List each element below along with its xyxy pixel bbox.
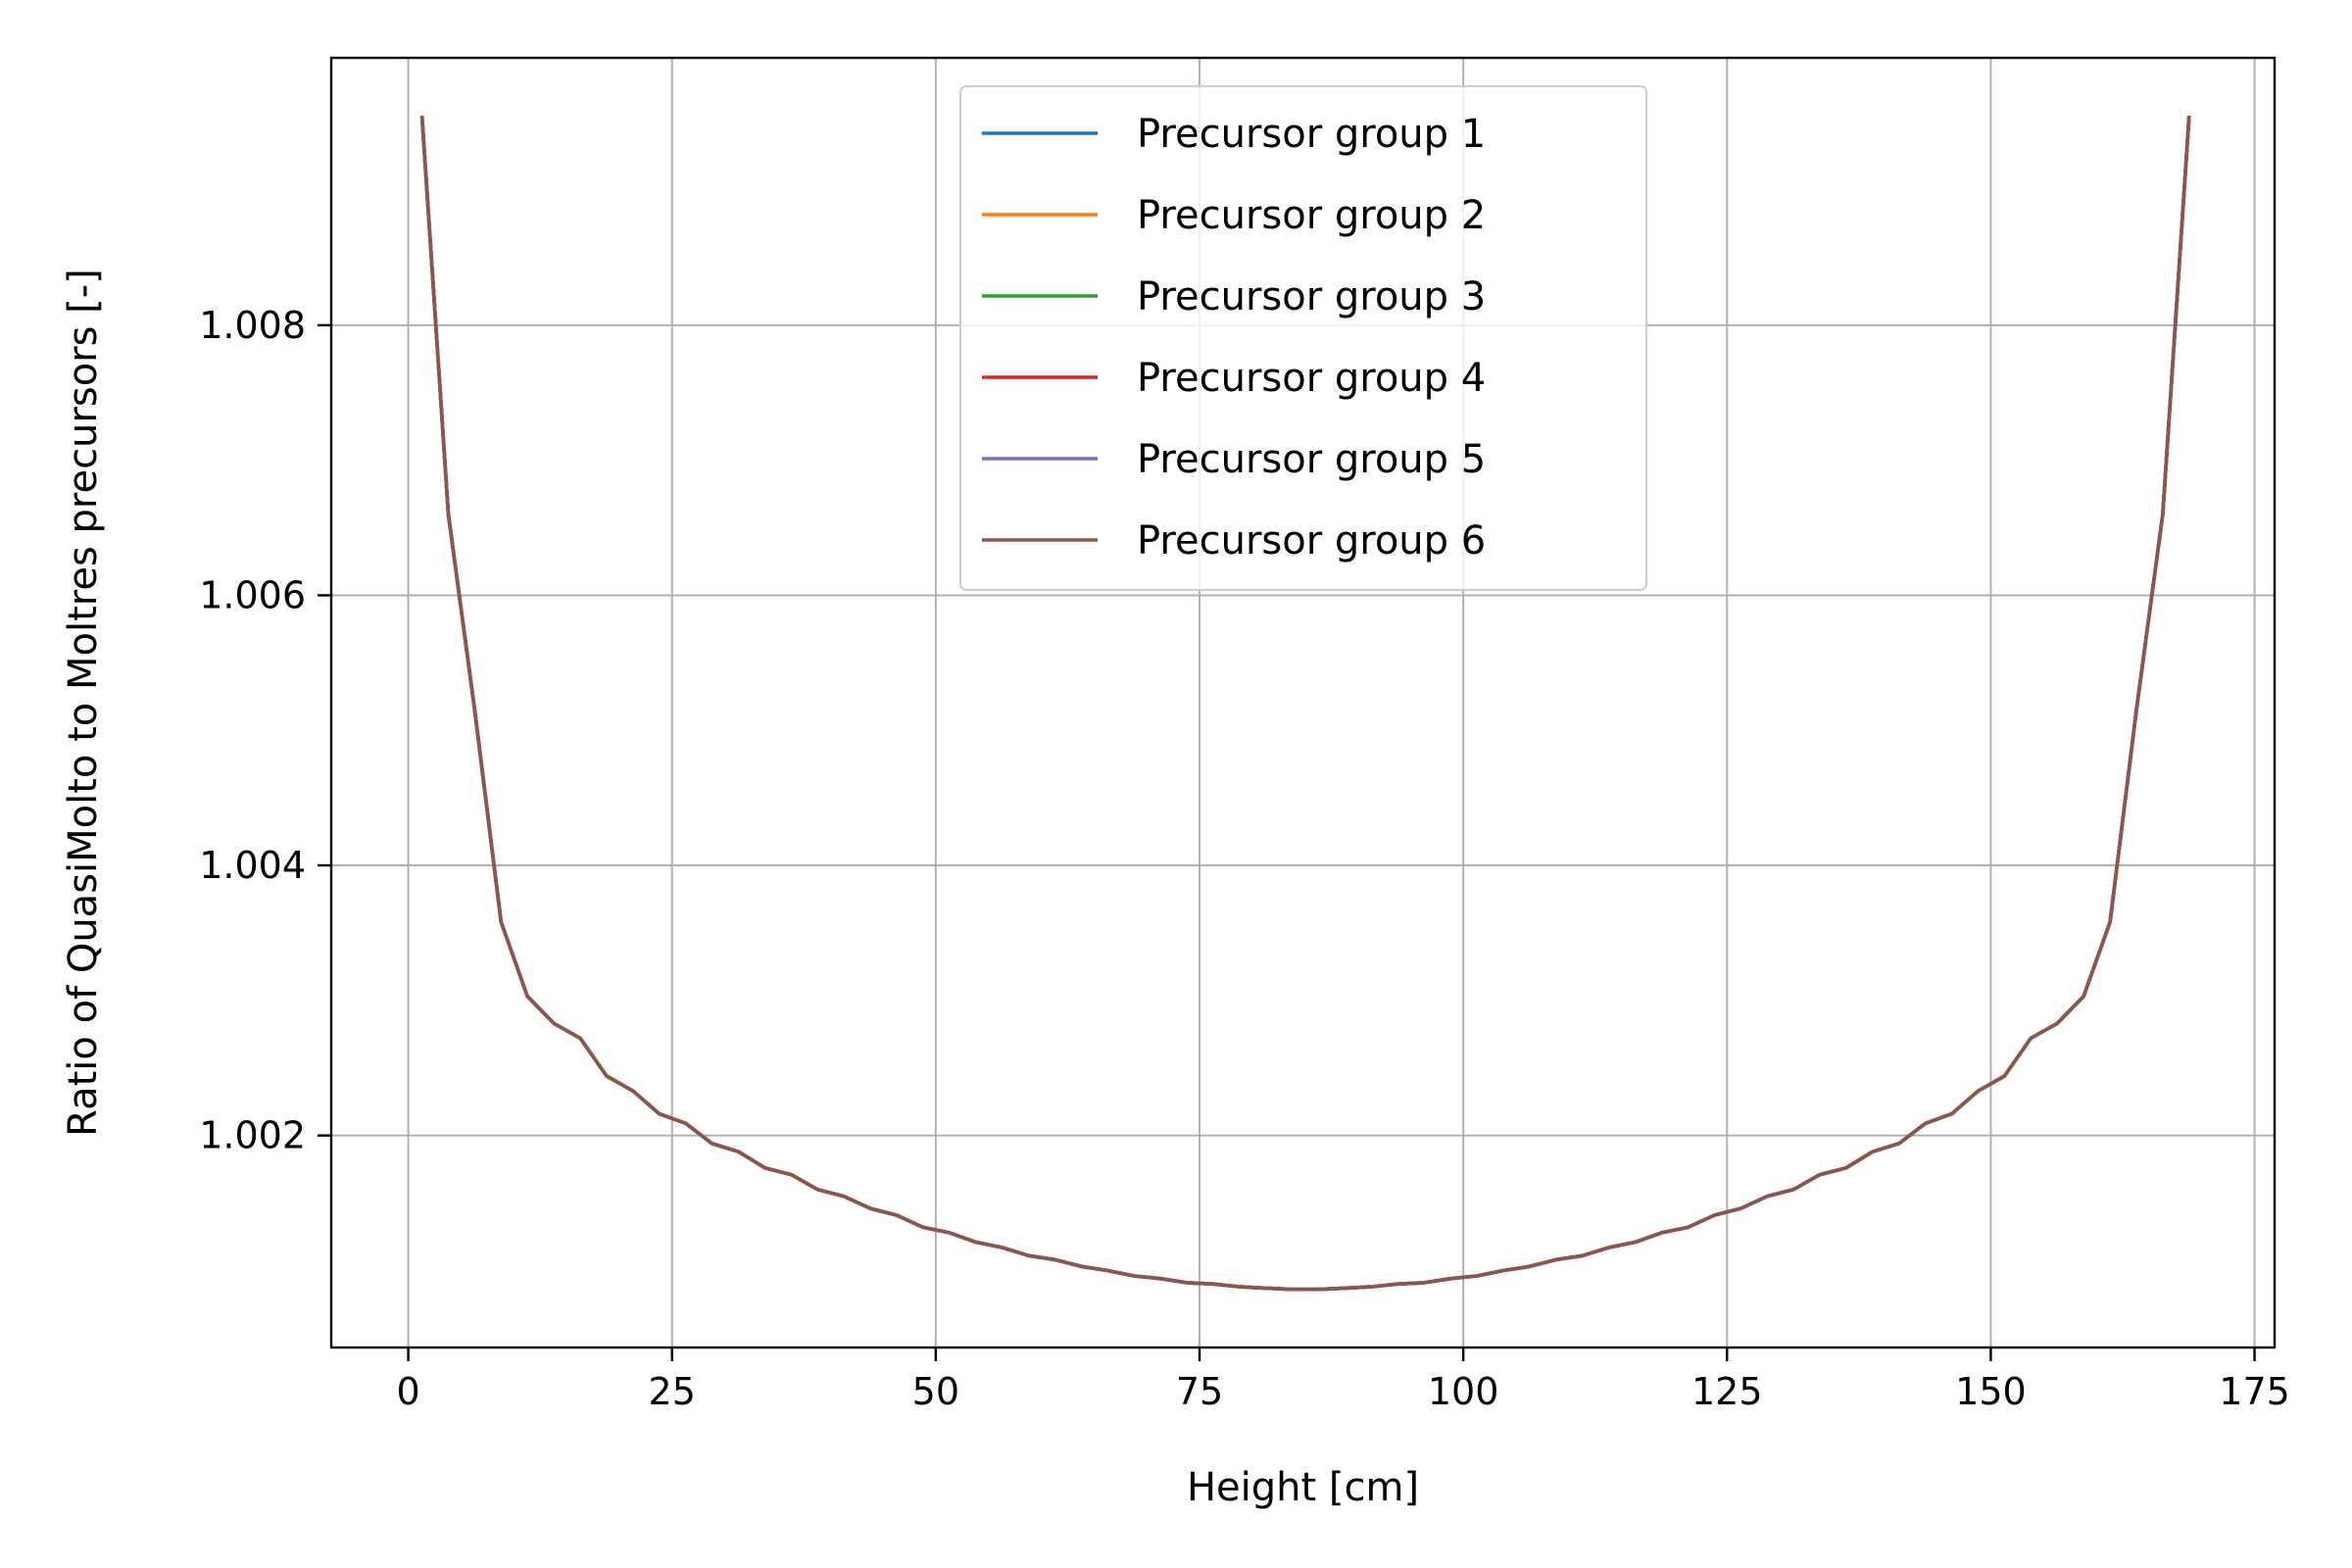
y-tick-label: 1.006 [199,573,306,616]
x-tick-label: 25 [649,1370,696,1413]
legend-label-2: Precursor group 2 [1137,193,1486,238]
y-tick-label: 1.008 [199,304,306,347]
legend-label-3: Precursor group 3 [1137,274,1486,319]
legend-label-6: Precursor group 6 [1137,518,1486,564]
legend-label-5: Precursor group 5 [1137,437,1486,482]
y-axis-label: Ratio of QuasiMolto to Moltres precursor… [61,269,106,1137]
legend: Precursor group 1 Precursor group 2 Precur… [959,85,1647,591]
x-tick-label: 175 [2219,1370,2290,1413]
x-tick-label: 125 [1691,1370,1763,1413]
y-axis: 1.002 1.004 1.006 1.008 [199,304,331,1157]
series-layer [419,116,2191,1292]
series-line-6 [419,116,2191,1292]
plot-frame [329,56,2277,1349]
x-axis: 0 25 50 75 100 125 150 175 [396,1348,2290,1413]
x-tick-label: 0 [396,1370,419,1413]
x-tick-label: 150 [1955,1370,2027,1413]
legend-label-1: Precursor group 1 [1137,112,1486,157]
legend-box [959,85,1647,591]
y-tick-label: 1.002 [199,1114,306,1157]
x-tick-label: 75 [1176,1370,1223,1413]
x-tick-label: 50 [912,1370,959,1413]
x-tick-label: 100 [1428,1370,1499,1413]
grid-lines [331,58,2275,1348]
legend-label-4: Precursor group 4 [1137,356,1486,401]
y-tick-label: 1.004 [199,844,306,887]
x-axis-label: Height [cm] [1187,1465,1419,1510]
